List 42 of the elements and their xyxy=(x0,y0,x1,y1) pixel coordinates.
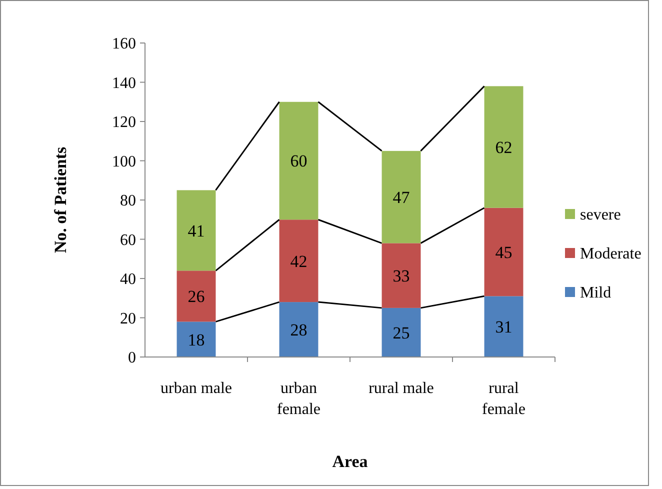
legend-label: Moderate xyxy=(580,246,642,263)
x-tick-label: urban female xyxy=(276,380,321,418)
bar xyxy=(382,243,421,308)
y-tick-label: 40 xyxy=(120,271,136,288)
data-label: 42 xyxy=(290,252,308,271)
y-tick-label: 140 xyxy=(112,74,136,92)
y-tick-label: 60 xyxy=(120,232,136,249)
bar xyxy=(382,308,421,357)
data-label: 47 xyxy=(392,188,410,208)
bar xyxy=(176,322,216,357)
x-tick-label: urban male xyxy=(160,380,232,397)
bar xyxy=(176,270,216,322)
bar xyxy=(279,302,318,357)
x-axis-title: Area xyxy=(332,452,368,471)
data-label: 25 xyxy=(392,323,410,342)
bar xyxy=(176,190,216,271)
data-label: 28 xyxy=(290,320,308,340)
legend-label: severe xyxy=(580,206,621,224)
data-label: 45 xyxy=(495,242,512,262)
y-axis-title: No. of Patients xyxy=(51,146,70,254)
data-label: 33 xyxy=(392,266,410,286)
bar xyxy=(484,296,524,357)
bar xyxy=(382,150,421,244)
y-tick-label: 0 xyxy=(128,350,136,367)
data-label: 31 xyxy=(495,318,512,337)
x-tick-label: rural female xyxy=(482,380,526,418)
bar xyxy=(279,102,318,220)
y-tick-label: 20 xyxy=(120,310,136,328)
bar xyxy=(484,86,524,208)
data-label: 60 xyxy=(290,152,308,171)
y-tick-label: 80 xyxy=(120,192,136,210)
data-label: 41 xyxy=(188,221,205,240)
legend-label: Mild xyxy=(580,284,612,302)
y-tick-label: 100 xyxy=(112,153,136,170)
bar xyxy=(279,220,318,302)
data-label: 18 xyxy=(188,330,205,350)
y-tick-label: 120 xyxy=(112,114,136,132)
data-label: 26 xyxy=(188,287,205,306)
x-tick-label: rural male xyxy=(368,380,434,397)
y-tick-label: 160 xyxy=(112,36,136,53)
data-label: 62 xyxy=(495,138,512,157)
bar xyxy=(484,208,524,296)
